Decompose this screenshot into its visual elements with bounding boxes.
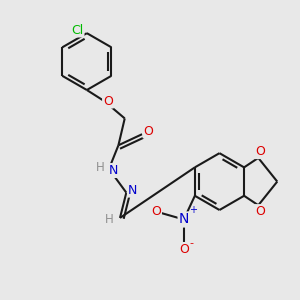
Text: H: H bbox=[96, 161, 104, 174]
Text: O: O bbox=[103, 94, 113, 108]
Text: O: O bbox=[255, 145, 265, 158]
Text: N: N bbox=[109, 164, 118, 177]
Text: O: O bbox=[255, 205, 265, 218]
Text: N: N bbox=[178, 212, 189, 226]
Text: -: - bbox=[190, 238, 194, 248]
Text: O: O bbox=[143, 124, 153, 138]
Text: O: O bbox=[179, 243, 189, 256]
Text: N: N bbox=[128, 184, 137, 196]
Text: O: O bbox=[151, 205, 161, 218]
Text: Cl: Cl bbox=[71, 23, 83, 37]
Text: H: H bbox=[105, 213, 113, 226]
Text: +: + bbox=[190, 205, 197, 214]
